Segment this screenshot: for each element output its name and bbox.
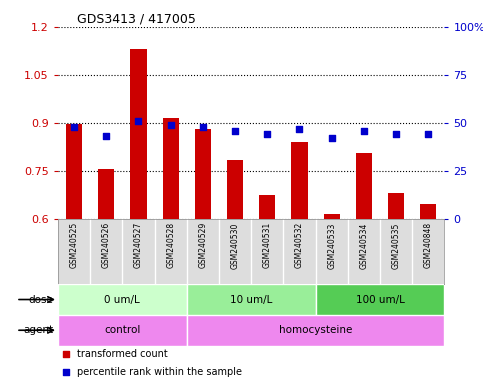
Bar (58, 315, 187, 346)
Text: transformed count: transformed count (77, 349, 168, 359)
Point (425, 131, 432, 137)
Bar (130, 49, 146, 219)
Point (167, 122, 174, 128)
Bar (98, 169, 114, 219)
Text: homocysteine: homocysteine (279, 325, 352, 335)
Text: dose: dose (28, 295, 53, 305)
Bar (291, 142, 308, 219)
Text: GSM240525: GSM240525 (70, 222, 79, 268)
Bar (388, 193, 404, 219)
Text: GSM240535: GSM240535 (392, 222, 400, 268)
Bar (227, 160, 243, 219)
Text: agent: agent (23, 325, 53, 335)
Text: GSM240529: GSM240529 (199, 222, 207, 268)
Text: GSM240528: GSM240528 (166, 222, 175, 268)
Bar (324, 214, 340, 219)
Text: GSM240534: GSM240534 (359, 222, 369, 268)
Point (135, 118, 142, 124)
Text: 10 um/L: 10 um/L (230, 295, 272, 305)
Text: GSM240533: GSM240533 (327, 222, 336, 268)
Bar (259, 195, 275, 219)
Point (392, 131, 400, 137)
Text: GSM240848: GSM240848 (424, 222, 433, 268)
Point (102, 133, 110, 139)
Text: GDS3413 / 417005: GDS3413 / 417005 (77, 13, 196, 26)
Text: GSM240530: GSM240530 (230, 222, 240, 268)
Bar (315, 284, 444, 315)
Bar (195, 129, 211, 219)
Bar (58, 284, 187, 315)
Text: GSM240532: GSM240532 (295, 222, 304, 268)
Bar (356, 153, 372, 219)
Point (328, 135, 336, 141)
Text: 100 um/L: 100 um/L (355, 295, 404, 305)
Text: GSM240531: GSM240531 (263, 222, 272, 268)
Point (231, 127, 239, 134)
Bar (66, 124, 82, 219)
Point (296, 126, 303, 132)
Bar (420, 204, 436, 219)
Text: control: control (104, 325, 141, 335)
Point (199, 124, 207, 130)
Text: percentile rank within the sample: percentile rank within the sample (77, 366, 242, 377)
Bar (163, 118, 179, 219)
Text: 0 um/L: 0 um/L (104, 295, 140, 305)
Text: GSM240526: GSM240526 (102, 222, 111, 268)
Point (70, 124, 78, 130)
Point (360, 127, 368, 134)
Point (263, 131, 271, 137)
Bar (187, 284, 315, 315)
Text: GSM240527: GSM240527 (134, 222, 143, 268)
Bar (187, 315, 444, 346)
Point (317, 281, 325, 287)
Point (317, 124, 325, 130)
